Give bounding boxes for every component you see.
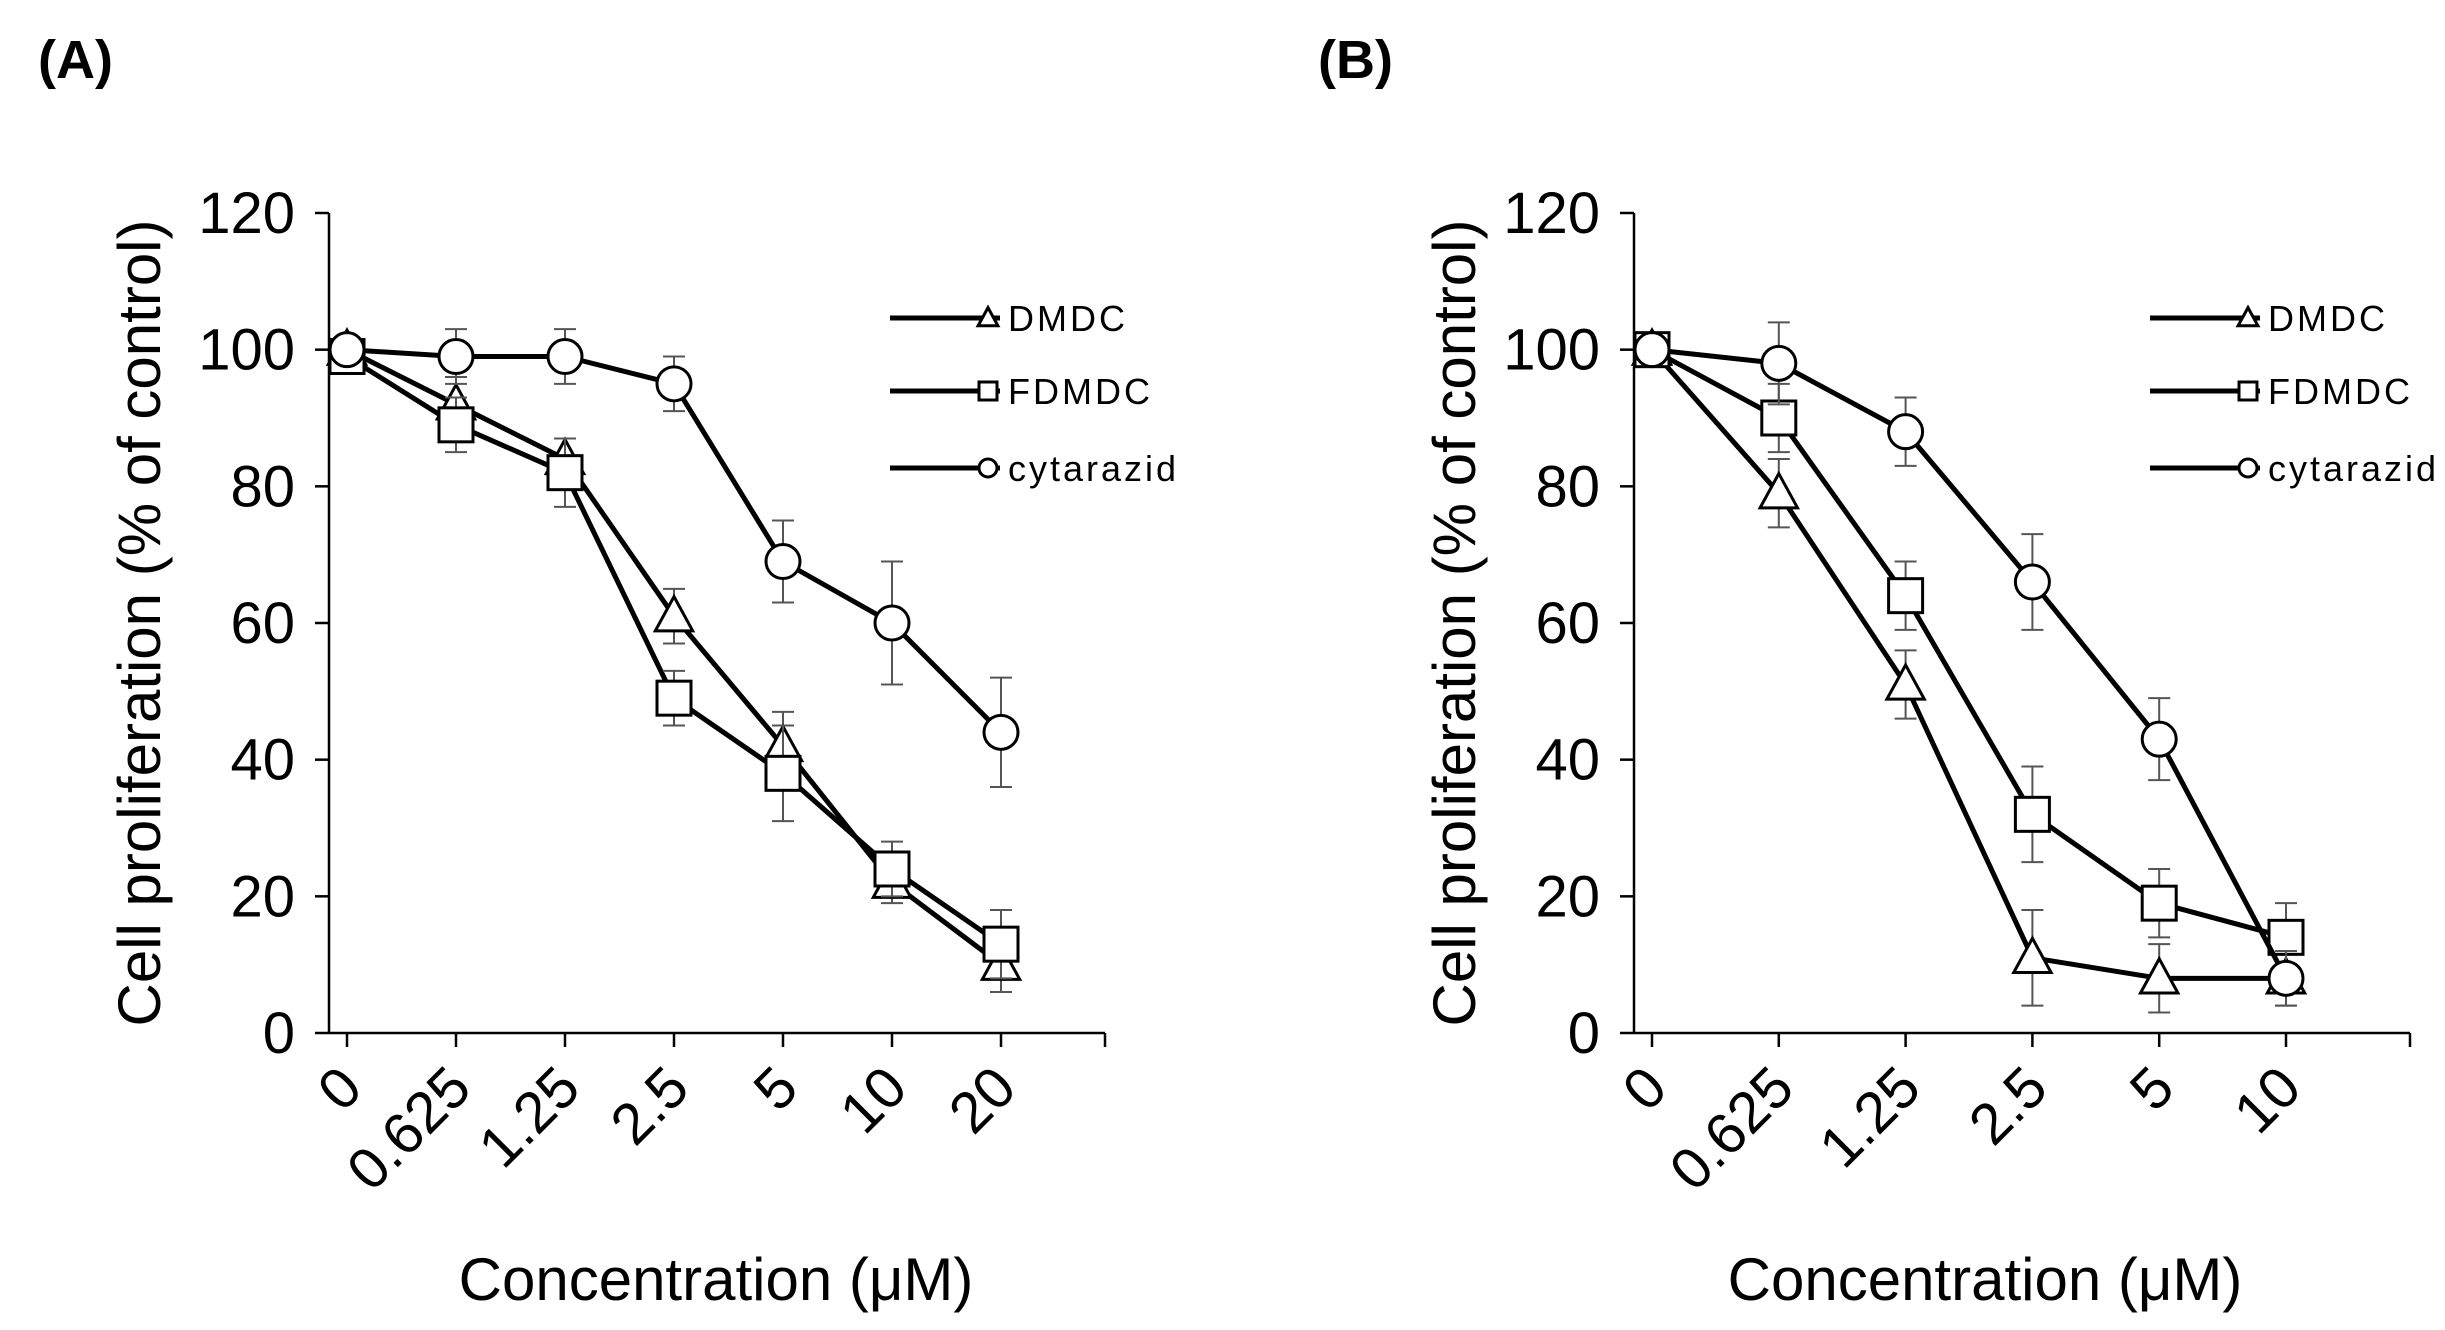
y-tick-label: 80 <box>230 454 295 519</box>
y-axis-title: Cell proliferation (% of control) <box>1421 220 1488 1027</box>
cytarazid-point <box>2140 720 2178 758</box>
legend-triangle-icon <box>2235 304 2261 328</box>
x-axis-title: Concentration (μM) <box>1728 1246 2243 1313</box>
y-tick-label: 20 <box>230 864 295 929</box>
cytarazid-point <box>2267 959 2305 997</box>
panel-label: (B) <box>1318 30 1393 90</box>
y-tick-label: 40 <box>1535 728 1600 793</box>
fdmdc-point <box>2140 884 2178 922</box>
x-tick-label: 1.25 <box>1807 1054 1933 1180</box>
x-tick-label: 20 <box>937 1054 1029 1146</box>
legend-item: DMDC <box>890 298 1128 339</box>
fdmdc-point <box>655 679 693 717</box>
legend: DMDC FDMDC cytarazid <box>2150 298 2439 489</box>
y-tick-label: 40 <box>230 728 295 793</box>
series-fdmdc <box>1633 331 2305 973</box>
series-dmdc <box>325 326 1023 993</box>
legend-item: FDMDC <box>2150 371 2413 412</box>
x-tick-label: 10 <box>828 1054 920 1146</box>
fdmdc-point <box>2013 795 2051 833</box>
legend-circle-icon <box>977 457 999 479</box>
legend-square-icon <box>977 380 999 402</box>
legend-item: cytarazid <box>2150 448 2439 489</box>
dmdc-point <box>1884 661 1927 701</box>
cytarazid-point <box>1633 331 1671 369</box>
legend-circle-icon <box>2237 457 2259 479</box>
dmdc-point <box>2137 955 2181 995</box>
cytarazid-point <box>764 543 802 580</box>
series-fdmdc <box>328 338 1020 980</box>
series-cytarazid <box>1633 321 2305 1007</box>
panel-label: (A) <box>38 30 113 90</box>
x-tick-label: 1.25 <box>466 1054 592 1180</box>
y-tick-label: 60 <box>230 591 295 656</box>
fdmdc-point <box>764 754 802 792</box>
dmdc-point <box>1757 470 1801 510</box>
x-tick-label: 0.625 <box>1657 1054 1806 1203</box>
fdmdc-point <box>437 406 475 444</box>
y-tick-label: 80 <box>1535 454 1600 519</box>
cytarazid-point <box>1887 413 1925 451</box>
fdmdc-point <box>546 454 584 492</box>
dmdc-line <box>1650 348 2286 981</box>
fdmdc-point <box>982 925 1020 963</box>
cytarazid-point <box>2013 563 2051 601</box>
y-tick-label: 120 <box>198 181 295 246</box>
fdmdc-point <box>1887 577 1925 615</box>
y-tick-label: 0 <box>263 1001 295 1066</box>
x-tick-label: 0.625 <box>335 1054 484 1203</box>
y-tick-label: 0 <box>1568 1001 1600 1066</box>
y-axis-title: Cell proliferation (% of control) <box>106 220 173 1027</box>
cytarazid-point <box>655 365 693 403</box>
legend-label: cytarazid <box>2268 448 2439 489</box>
x-axis-title: Concentration (μM) <box>459 1246 974 1313</box>
y-tick-label: 120 <box>1503 181 1600 246</box>
legend-square-icon <box>2237 380 2259 402</box>
y-tick-label: 60 <box>1535 591 1600 656</box>
series-cytarazid <box>328 328 1020 788</box>
legend-item: DMDC <box>2150 298 2388 339</box>
legend-label: cytarazid <box>1008 448 1179 489</box>
legend-triangle-icon <box>975 304 1001 328</box>
fdmdc-line <box>1650 347 2287 940</box>
cytarazid-point <box>437 338 475 375</box>
legend-label: FDMDC <box>1008 371 1153 412</box>
cytarazid-point <box>1760 344 1798 382</box>
legend-label: FDMDC <box>2268 371 2413 412</box>
cytarazid-line <box>1651 347 2289 980</box>
cytarazid-point <box>873 604 911 642</box>
legend: DMDC FDMDC cytarazid <box>890 298 1179 489</box>
fdmdc-point <box>2267 918 2305 956</box>
series-dmdc <box>1630 326 2308 1014</box>
cytarazid-point <box>982 713 1020 751</box>
legend-label: DMDC <box>2268 298 2388 339</box>
legend-label: DMDC <box>1008 298 1128 339</box>
x-tick-label: 0 <box>305 1054 374 1123</box>
x-tick-label: 2.5 <box>598 1054 701 1157</box>
x-tick-label: 5 <box>2118 1054 2187 1123</box>
y-tick-label: 100 <box>198 318 295 383</box>
fdmdc-point <box>1760 399 1798 437</box>
x-tick-label: 10 <box>2222 1054 2314 1146</box>
x-tick-label: 2.5 <box>1957 1054 2060 1157</box>
legend-item: cytarazid <box>890 448 1179 489</box>
cytarazid-point <box>546 338 584 375</box>
fdmdc-point <box>873 850 911 888</box>
dmdc-point <box>652 593 696 633</box>
x-tick-label: 5 <box>741 1054 810 1123</box>
cytarazid-point <box>328 331 366 369</box>
legend-item: FDMDC <box>890 371 1153 412</box>
y-tick-label: 20 <box>1535 864 1600 929</box>
y-tick-label: 100 <box>1503 318 1600 383</box>
x-tick-label: 0 <box>1610 1054 1679 1123</box>
dmdc-point <box>2011 935 2054 974</box>
